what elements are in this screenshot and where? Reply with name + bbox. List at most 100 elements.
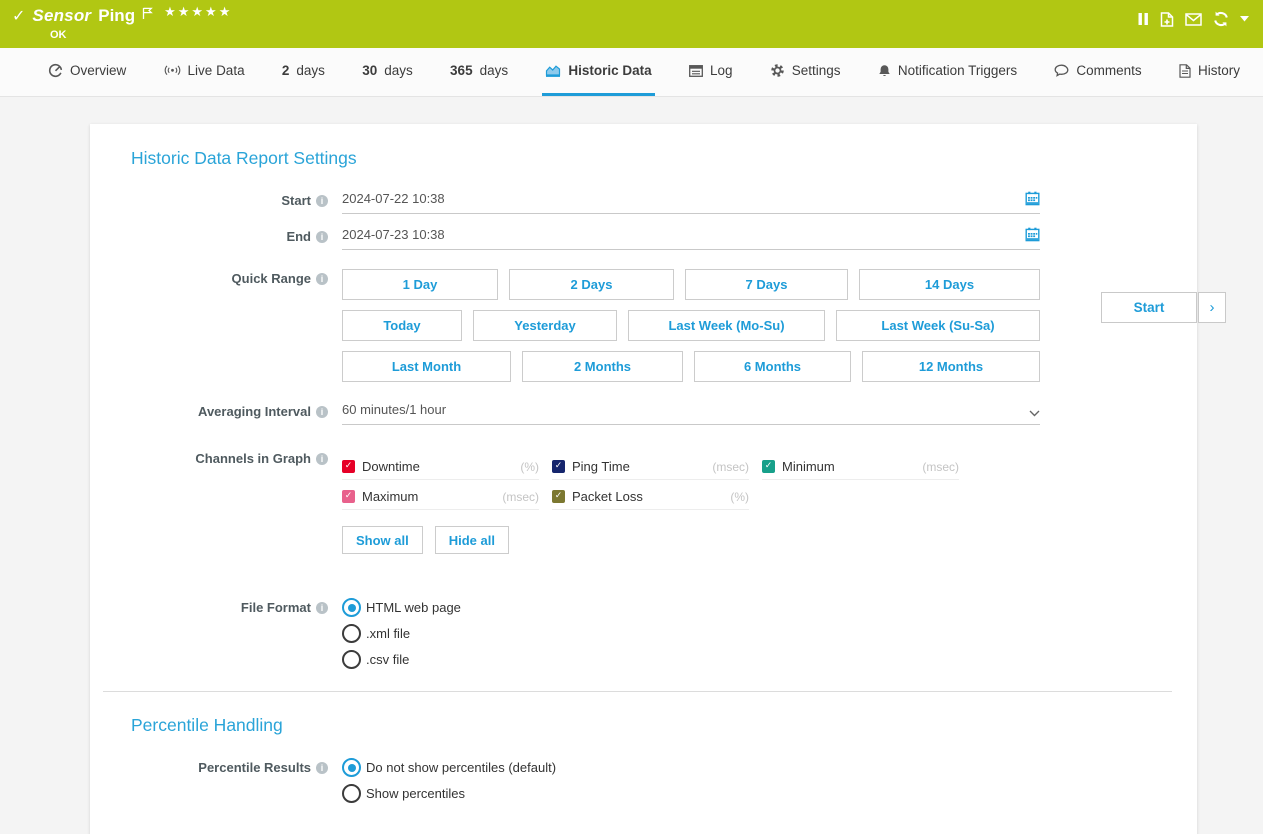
show-all-button[interactable]: Show all xyxy=(342,526,423,554)
start-label: Start i xyxy=(131,191,342,214)
field-row-end: End i 2024-07-23 10:38 xyxy=(131,227,1167,250)
quick-range-last-week-mo-su-button[interactable]: Last Week (Mo-Su) xyxy=(628,310,825,341)
gauge-icon xyxy=(48,63,63,78)
gear-icon xyxy=(770,63,785,78)
info-icon[interactable]: i xyxy=(316,453,328,465)
quick-range-7-days-button[interactable]: 7 Days xyxy=(685,269,848,300)
sensor-title-block: ✓ Sensor Ping ★★★★★ OK xyxy=(12,4,233,48)
tab-log[interactable]: Log xyxy=(686,48,736,96)
channel-checkbox-packet-loss[interactable]: ✓ Packet Loss (%) xyxy=(552,489,749,510)
quick-range-6-months-button[interactable]: 6 Months xyxy=(694,351,851,382)
tab-label: History xyxy=(1197,63,1240,78)
quick-range-label: Quick Range i xyxy=(131,269,342,382)
channel-checkbox-ping-time[interactable]: ✓ Ping Time (msec) xyxy=(552,459,749,480)
sensor-status-badge: OK xyxy=(50,29,67,41)
tab-label: days xyxy=(479,63,509,78)
tab-label: Comments xyxy=(1076,63,1142,78)
chevron-down-icon xyxy=(1029,410,1040,417)
radio-icon xyxy=(342,598,361,617)
section-title-percentile: Percentile Handling xyxy=(131,715,283,735)
start-datetime-input[interactable]: 2024-07-22 10:38 xyxy=(342,191,1040,214)
quick-range-14-days-button[interactable]: 14 Days xyxy=(859,269,1040,300)
start-chevron-button[interactable]: › xyxy=(1198,292,1226,323)
quick-range-2-months-button[interactable]: 2 Months xyxy=(522,351,683,382)
hide-all-button[interactable]: Hide all xyxy=(434,526,509,554)
field-row-averaging-interval: Averaging Interval i 60 minutes/1 hour xyxy=(131,402,1167,425)
calendar-icon[interactable] xyxy=(1025,191,1040,206)
start-report-button[interactable]: Start xyxy=(1101,292,1197,323)
channel-unit: (msec) xyxy=(922,459,959,474)
channel-unit: (%) xyxy=(730,489,749,504)
tab-live-data[interactable]: Live Data xyxy=(161,48,248,96)
info-icon[interactable]: i xyxy=(316,762,328,774)
quick-range-last-week-su-sa-button[interactable]: Last Week (Su-Sa) xyxy=(836,310,1040,341)
info-icon[interactable]: i xyxy=(316,273,328,285)
tab-comments[interactable]: Comments xyxy=(1051,48,1144,96)
tab-number: 2 xyxy=(281,63,290,78)
file-format-option-xml[interactable]: .xml file xyxy=(342,624,1040,643)
sensor-tabbar: Overview Live Data 2 days 30 days 365 da… xyxy=(0,48,1263,97)
end-datetime-input[interactable]: 2024-07-23 10:38 xyxy=(342,227,1040,250)
info-icon[interactable]: i xyxy=(316,231,328,243)
field-row-file-format: File Format i HTML web page .xml file .cs… xyxy=(131,598,1167,669)
radio-icon xyxy=(342,784,361,803)
tab-historic-data[interactable]: Historic Data xyxy=(542,48,655,96)
checkbox-icon: ✓ xyxy=(342,460,355,473)
broadcast-icon xyxy=(164,64,181,77)
calendar-icon[interactable] xyxy=(1025,227,1040,242)
caret-down-icon[interactable] xyxy=(1240,11,1249,27)
channel-unit: (msec) xyxy=(502,489,539,504)
quick-range-yesterday-button[interactable]: Yesterday xyxy=(473,310,617,341)
header-actions xyxy=(1138,6,1249,48)
quick-range-1-day-button[interactable]: 1 Day xyxy=(342,269,498,300)
info-icon[interactable]: i xyxy=(316,602,328,614)
averaging-interval-select[interactable]: 60 minutes/1 hour xyxy=(342,402,1040,425)
file-format-option-html[interactable]: HTML web page xyxy=(342,598,1040,617)
quick-range-today-button[interactable]: Today xyxy=(342,310,462,341)
percentile-option-show[interactable]: Show percentiles xyxy=(342,784,1040,803)
quick-range-last-month-button[interactable]: Last Month xyxy=(342,351,511,382)
info-icon[interactable]: i xyxy=(316,406,328,418)
radio-icon xyxy=(342,758,361,777)
report-file-plus-icon[interactable] xyxy=(1160,11,1174,27)
section-divider xyxy=(103,691,1172,692)
radio-icon xyxy=(342,650,361,669)
section-title-report-settings: Historic Data Report Settings xyxy=(131,148,357,168)
checkbox-icon: ✓ xyxy=(342,490,355,503)
channel-checkbox-downtime[interactable]: ✓ Downtime (%) xyxy=(342,459,539,480)
quick-range-12-months-button[interactable]: 12 Months xyxy=(862,351,1040,382)
file-format-option-csv[interactable]: .csv file xyxy=(342,650,1040,669)
percentile-option-hide[interactable]: Do not show percentiles (default) xyxy=(342,758,1040,777)
info-icon[interactable]: i xyxy=(316,195,328,207)
field-row-percentile-results: Percentile Results i Do not show percenti… xyxy=(131,758,1167,803)
tab-history[interactable]: History xyxy=(1176,48,1243,96)
flag-icon[interactable] xyxy=(142,7,153,20)
end-datetime-value: 2024-07-23 10:38 xyxy=(342,227,445,242)
settings-card: Historic Data Report Settings Start i 202… xyxy=(90,124,1197,834)
history-icon xyxy=(1179,63,1191,78)
checkbox-icon: ✓ xyxy=(552,490,565,503)
tab-label: Settings xyxy=(791,63,841,78)
email-icon[interactable] xyxy=(1185,11,1202,27)
pause-icon[interactable] xyxy=(1138,11,1149,27)
quick-range-2-days-button[interactable]: 2 Days xyxy=(509,269,674,300)
channel-checkbox-maximum[interactable]: ✓ Maximum (msec) xyxy=(342,489,539,510)
refresh-icon[interactable] xyxy=(1213,11,1229,27)
tab-notification-triggers[interactable]: Notification Triggers xyxy=(875,48,1020,96)
radio-icon xyxy=(342,624,361,643)
channel-checkbox-minimum[interactable]: ✓ Minimum (msec) xyxy=(762,459,959,480)
tab-30-days[interactable]: 30 days xyxy=(359,48,416,96)
tab-label: days xyxy=(296,63,325,78)
tab-settings[interactable]: Settings xyxy=(767,48,844,96)
channels-grid: ✓ Downtime (%) ✓ Ping Time (msec) ✓ Mini… xyxy=(342,459,959,510)
tab-overview[interactable]: Overview xyxy=(45,48,129,96)
tab-2-days[interactable]: 2 days xyxy=(279,48,328,96)
priority-stars[interactable]: ★★★★★ xyxy=(164,4,233,20)
tab-365-days[interactable]: 365 days xyxy=(447,48,511,96)
tab-number: 365 xyxy=(450,63,473,78)
tab-label: Live Data xyxy=(187,63,245,78)
radio-label: .xml file xyxy=(366,626,411,641)
channel-name: Packet Loss xyxy=(572,489,643,504)
channels-label: Channels in Graph i xyxy=(131,449,342,554)
bell-icon xyxy=(878,64,891,78)
